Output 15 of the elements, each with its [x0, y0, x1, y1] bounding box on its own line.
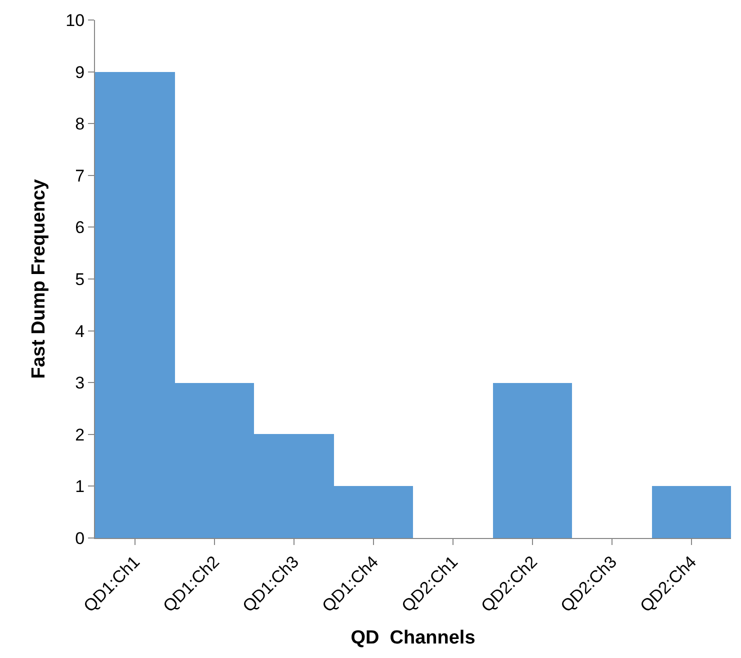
y-tick-label: 5	[75, 270, 85, 289]
y-tick-label: 7	[75, 166, 85, 186]
y-tick-label: 8	[75, 114, 85, 134]
y-tick-label: 9	[75, 62, 85, 82]
y-tick-label: 2	[75, 425, 85, 444]
y-tick-label: 10	[66, 10, 85, 30]
y-tick-label: 3	[75, 374, 85, 393]
bar	[493, 383, 572, 538]
y-tick-label: 1	[75, 477, 85, 496]
x-axis-title: QD Channels	[350, 628, 476, 649]
y-tick-label: 4	[75, 322, 85, 341]
y-tick-label: 0	[75, 528, 85, 548]
y-tick-label: 6	[75, 218, 85, 238]
bar	[652, 486, 731, 538]
y-axis-title: Fast Dump Frequency	[28, 178, 50, 379]
